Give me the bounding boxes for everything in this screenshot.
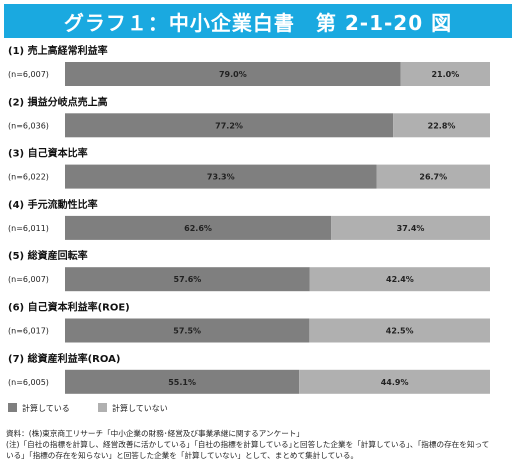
bar-segment — [65, 215, 332, 240]
source-note: 資料：(株)東京商工リサーチ「中小企業の財務･経営及び事業承継に関するアンケート… — [6, 429, 304, 438]
bar-segment — [376, 164, 490, 189]
legend-swatch — [98, 403, 107, 412]
bar-segment — [400, 62, 490, 86]
bar-segment — [331, 215, 490, 240]
n-label: (n=6,007) — [8, 275, 49, 284]
section-label: (6) 自己資本利益率(ROE) — [8, 301, 130, 314]
data-label: 57.5% — [173, 327, 201, 336]
bar-segment — [65, 369, 300, 394]
bar-segment — [309, 267, 490, 292]
n-label: (n=6,022) — [8, 173, 49, 182]
section-label: (2) 損益分岐点売上高 — [8, 95, 108, 108]
data-label: 42.5% — [386, 327, 414, 336]
data-label: 42.4% — [386, 275, 414, 284]
bar-segment — [65, 267, 310, 292]
bar-segment — [65, 164, 377, 189]
bar-segment — [65, 113, 394, 138]
data-label: 73.3% — [207, 173, 235, 182]
data-label: 37.4% — [397, 224, 425, 233]
n-label: (n=6,005) — [8, 378, 49, 387]
data-label: 26.7% — [419, 173, 447, 182]
data-label: 55.1% — [168, 378, 196, 387]
section-label: (7) 総資産利益率(ROA) — [8, 352, 120, 365]
data-label: 79.0% — [219, 70, 247, 79]
chart-title: グラフ１：中小企業白書 第 2-1-20 図 — [63, 10, 453, 35]
n-label: (n=6,036) — [8, 121, 49, 130]
data-label: 21.0% — [431, 70, 459, 79]
footer: 資料：(株)東京商工リサーチ「中小企業の財務･経営及び事業承継に関するアンケート… — [6, 428, 512, 461]
bar-segment — [65, 62, 401, 86]
footnote-line-1: (注)「自社の指標を計算し、経営改善に活かしている」｢自社の指標を計算している｣… — [6, 440, 490, 449]
data-label: 62.6% — [184, 224, 212, 233]
data-label: 44.9% — [381, 378, 409, 387]
n-label: (n=6,007) — [8, 70, 49, 79]
legend-swatch — [8, 403, 17, 412]
bar-segment — [299, 369, 490, 394]
data-label: 57.6% — [174, 275, 202, 284]
bar-segment — [65, 318, 310, 343]
legend-label: 計算している — [22, 403, 70, 413]
data-label: 22.8% — [428, 121, 456, 130]
footnote-line-2: いる」「指標の存在を知らない」と回答した企業を「計算していない」として、まとめて… — [6, 451, 359, 460]
section-label: (3) 自己資本比率 — [8, 147, 88, 160]
section-label: (1) 売上高経常利益率 — [8, 44, 108, 57]
n-label: (n=6,017) — [8, 327, 49, 336]
section-label: (4) 手元流動性比率 — [8, 198, 98, 211]
title-bar: グラフ１：中小企業白書 第 2-1-20 図 — [4, 4, 512, 38]
section-label: (5) 総資産回転率 — [8, 249, 88, 262]
bar-segment — [309, 318, 490, 343]
n-label: (n=6,011) — [8, 224, 49, 233]
bar-segment — [393, 113, 490, 138]
stacked-bar-chart: (1) 売上高経常利益率 (n=6,007) 79.0% 21.0% (2) 損益分岐点… — [8, 44, 490, 413]
data-label: 77.2% — [215, 121, 243, 130]
legend-label: 計算していない — [112, 403, 168, 413]
